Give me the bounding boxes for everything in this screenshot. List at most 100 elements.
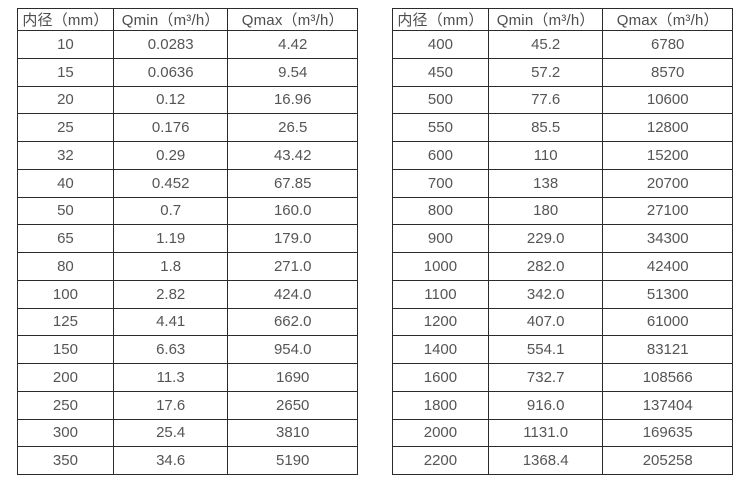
table-row: 150 6.63 954.0 [17, 335, 358, 364]
table-cell: 2.82 [112, 279, 229, 309]
table-row: 25 0.176 26.5 [17, 113, 358, 142]
table-cell: 407.0 [487, 307, 604, 337]
table-cell: 1100 [392, 279, 489, 309]
table-row: 350 34.6 5190 [17, 446, 358, 475]
table-row: 250 17.6 2650 [17, 390, 358, 420]
table-cell: 6780 [602, 30, 733, 59]
table-cell: 1131.0 [487, 418, 604, 448]
table-cell: 1368.4 [487, 446, 604, 475]
table-cell: 554.1 [487, 335, 604, 364]
table-row: 40 0.452 67.85 [17, 168, 358, 198]
table-cell: 4.42 [227, 30, 358, 59]
table-row: 1200 407.0 61000 [392, 307, 733, 337]
table-cell: 26.5 [227, 113, 358, 142]
table-cell: 10600 [602, 85, 733, 115]
column-header: Qmax（m³/h） [602, 8, 733, 31]
table-row: 50 0.7 160.0 [17, 196, 358, 226]
table-cell: 34300 [602, 224, 733, 253]
table-cell: 125 [17, 307, 114, 337]
table-row: 1400 554.1 83121 [392, 335, 733, 364]
table-cell: 500 [392, 85, 489, 115]
table-cell: 1690 [227, 363, 358, 392]
table-cell: 32 [17, 141, 114, 170]
table-cell: 11.3 [112, 363, 229, 392]
table-row: 300 25.4 3810 [17, 418, 358, 448]
column-header: 内径（mm） [392, 8, 489, 31]
table-cell: 450 [392, 57, 489, 87]
table-cell: 138 [487, 168, 604, 198]
column-header: 内径（mm） [17, 8, 114, 31]
table-row: 20 0.12 16.96 [17, 85, 358, 115]
flow-spec-table-left: 内径（mm） Qmin（m³/h） Qmax（m³/h） 10 0.0283 4.42 1… [17, 8, 358, 475]
table-row: 10 0.0283 4.42 [17, 30, 358, 59]
flow-spec-table-right: 内径（mm） Qmin（m³/h） Qmax（m³/h） 400 45.2 6780 45… [392, 8, 733, 475]
table-cell: 1800 [392, 390, 489, 420]
table-cell: 12800 [602, 113, 733, 142]
table-cell: 50 [17, 196, 114, 226]
table-cell: 800 [392, 196, 489, 226]
table-cell: 954.0 [227, 335, 358, 364]
table-cell: 27100 [602, 196, 733, 226]
table-cell: 77.6 [487, 85, 604, 115]
table-cell: 0.176 [112, 113, 229, 142]
table-cell: 16.96 [227, 85, 358, 115]
table-cell: 51300 [602, 279, 733, 309]
table-cell: 229.0 [487, 224, 604, 253]
table-cell: 1000 [392, 252, 489, 281]
table-cell: 271.0 [227, 252, 358, 281]
table-cell: 160.0 [227, 196, 358, 226]
table-row: 1800 916.0 137404 [392, 390, 733, 420]
table-cell: 61000 [602, 307, 733, 337]
table-cell: 1200 [392, 307, 489, 337]
table-cell: 80 [17, 252, 114, 281]
table-cell: 25 [17, 113, 114, 142]
table-cell: 200 [17, 363, 114, 392]
table-cell: 180 [487, 196, 604, 226]
table-cell: 282.0 [487, 252, 604, 281]
table-row: 500 77.6 10600 [392, 85, 733, 115]
table-cell: 205258 [602, 446, 733, 475]
table-cell: 424.0 [227, 279, 358, 309]
table-cell: 15 [17, 57, 114, 87]
table-cell: 4.41 [112, 307, 229, 337]
table-cell: 2200 [392, 446, 489, 475]
table-cell: 916.0 [487, 390, 604, 420]
table-cell: 1.8 [112, 252, 229, 281]
table-cell: 1.19 [112, 224, 229, 253]
table-cell: 57.2 [487, 57, 604, 87]
table-row: 1100 342.0 51300 [392, 279, 733, 309]
table-row: 1000 282.0 42400 [392, 252, 733, 281]
table-cell: 700 [392, 168, 489, 198]
header-row: 内径（mm） Qmin（m³/h） Qmax（m³/h） [17, 8, 358, 31]
column-header: Qmin（m³/h） [487, 8, 604, 31]
table-cell: 9.54 [227, 57, 358, 87]
table-cell: 110 [487, 141, 604, 170]
table-row: 200 11.3 1690 [17, 363, 358, 392]
table-cell: 0.7 [112, 196, 229, 226]
table-cell: 900 [392, 224, 489, 253]
table-cell: 150 [17, 335, 114, 364]
table-cell: 2000 [392, 418, 489, 448]
table-row: 2200 1368.4 205258 [392, 446, 733, 475]
table-cell: 0.0636 [112, 57, 229, 87]
table-cell: 3810 [227, 418, 358, 448]
table-cell: 179.0 [227, 224, 358, 253]
table-row: 15 0.0636 9.54 [17, 57, 358, 87]
table-row: 450 57.2 8570 [392, 57, 733, 87]
table-row: 80 1.8 271.0 [17, 252, 358, 281]
table-cell: 1400 [392, 335, 489, 364]
table-cell: 67.85 [227, 168, 358, 198]
table-cell: 350 [17, 446, 114, 475]
table-row: 1600 732.7 108566 [392, 363, 733, 392]
table-cell: 550 [392, 113, 489, 142]
table-cell: 43.42 [227, 141, 358, 170]
table-cell: 40 [17, 168, 114, 198]
header-row: 内径（mm） Qmin（m³/h） Qmax（m³/h） [392, 8, 733, 31]
table-cell: 108566 [602, 363, 733, 392]
table-row: 65 1.19 179.0 [17, 224, 358, 253]
table-cell: 25.4 [112, 418, 229, 448]
table-cell: 6.63 [112, 335, 229, 364]
table-cell: 1600 [392, 363, 489, 392]
table-cell: 250 [17, 390, 114, 420]
table-cell: 0.12 [112, 85, 229, 115]
